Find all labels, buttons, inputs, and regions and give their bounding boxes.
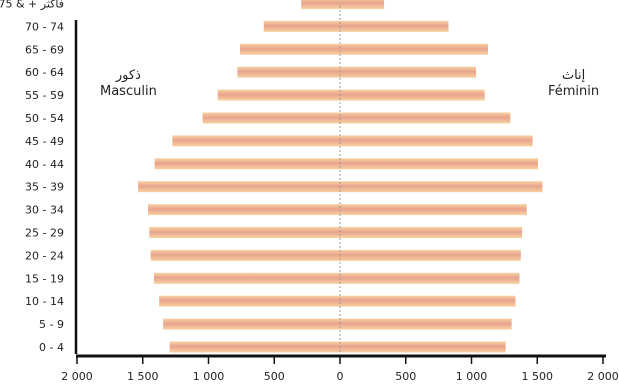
bar-male-12 [237, 66, 340, 78]
bar-female-9 [340, 135, 533, 147]
bar-female-8 [340, 158, 538, 170]
y-tick-label: 25 - 29 [25, 227, 64, 240]
bar-female-6 [340, 204, 527, 216]
y-tick-label: 35 - 39 [25, 181, 64, 194]
y-tick-label: 20 - 24 [25, 249, 64, 262]
bar-female-2 [340, 295, 516, 307]
y-tick-label: 30 - 34 [25, 204, 64, 217]
x-axis: 2 000 1 500 1 000 500 0 500 1 000 1 500 2 000 [61, 354, 619, 383]
male-label-fr: Masculin [100, 84, 157, 99]
bar-female-0 [340, 341, 506, 353]
y-tick-label: 15 - 19 [25, 272, 64, 285]
bar-male-9 [172, 135, 340, 147]
bar-male-11 [217, 89, 340, 101]
y-tick-label: 0 - 4 [39, 341, 64, 354]
bar-female-15 [340, 0, 385, 9]
female-label-ar: إناث [561, 68, 586, 83]
bar-male-0 [169, 341, 340, 353]
bar-male-7 [138, 181, 340, 193]
x-tick-label: 2 000 [587, 370, 619, 383]
bar-female-5 [340, 227, 523, 238]
x-tick-label: 1 500 [127, 370, 159, 383]
x-tick-label: 2 000 [61, 370, 93, 383]
bar-female-13 [340, 43, 488, 55]
bar-male-2 [159, 295, 340, 307]
bar-male-15 [301, 0, 340, 9]
y-tick-label: 55 - 59 [25, 89, 64, 102]
bar-male-4 [150, 249, 340, 261]
x-tick-label: 500 [395, 370, 416, 383]
male-label: ذكور Masculin [100, 68, 157, 100]
x-tick-label: 500 [264, 370, 285, 383]
bar-female-3 [340, 272, 520, 284]
bar-male-13 [240, 43, 340, 55]
bar-female-10 [340, 112, 511, 124]
x-tick-label: 1 000 [456, 370, 488, 383]
bars-group [138, 0, 543, 353]
y-tick-label: 70 - 74 [25, 20, 64, 33]
x-tick-label: 1 000 [193, 370, 225, 383]
bar-female-12 [340, 66, 477, 78]
bar-male-1 [163, 318, 340, 330]
bar-male-8 [154, 158, 340, 170]
bar-male-14 [263, 20, 340, 32]
bar-female-11 [340, 89, 485, 101]
y-tick-label: 5 - 9 [39, 318, 64, 331]
y-tick-label: 10 - 14 [25, 295, 64, 308]
x-tick-label: 1 500 [522, 370, 554, 383]
bar-male-6 [148, 204, 340, 216]
bar-male-10 [202, 112, 340, 124]
female-label-fr: Féminin [548, 84, 600, 99]
y-tick-label: 50 - 54 [25, 112, 64, 125]
x-tick-label: 0 [337, 370, 344, 383]
y-tick-label: 60 - 64 [25, 66, 64, 79]
bar-female-1 [340, 318, 512, 330]
female-label: إناث Féminin [548, 68, 599, 100]
bar-male-3 [153, 272, 340, 284]
y-tick-label: 75 & + فأكثر [0, 0, 64, 11]
bar-female-14 [340, 20, 449, 32]
bar-female-7 [340, 181, 543, 193]
bar-female-4 [340, 249, 521, 261]
y-tick-label: 65 - 69 [25, 43, 64, 56]
male-label-ar: ذكور [115, 68, 141, 83]
bar-male-5 [149, 227, 340, 238]
y-axis: 0 - 4 5 - 9 10 - 14 15 - 19 20 - 24 25 - 29 30… [0, 0, 78, 354]
y-tick-label: 45 - 49 [25, 135, 64, 148]
y-tick-label: 40 - 44 [25, 158, 64, 171]
